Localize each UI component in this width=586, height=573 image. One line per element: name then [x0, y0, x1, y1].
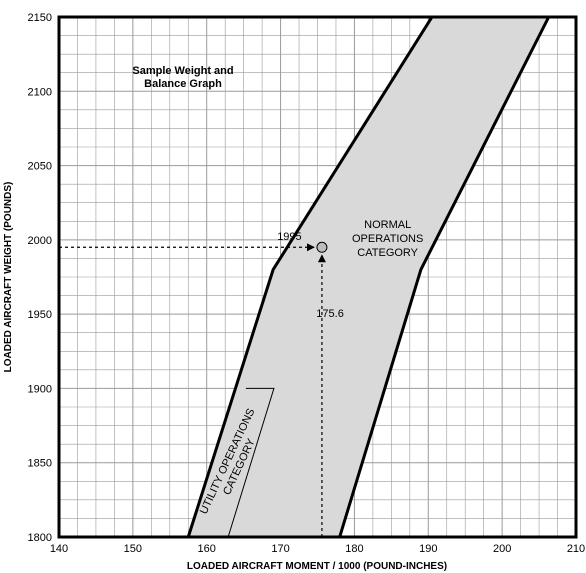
y-tick-label: 2100 [28, 86, 52, 98]
x-axis-label: LOADED AIRCRAFT MOMENT / 1000 (POUND-INC… [187, 561, 447, 572]
y-tick-label: 1800 [28, 532, 52, 544]
y-tick-label: 1900 [28, 383, 52, 395]
chart-title-line-1: Sample Weight and [132, 65, 233, 77]
normal-category-label: OPERATIONS [352, 233, 423, 245]
normal-category-label: NORMAL [364, 219, 411, 231]
y-tick-label: 1850 [28, 458, 52, 470]
x-tick-label: 160 [198, 543, 216, 555]
x-tick-label: 210 [567, 543, 585, 555]
chart-title-line-2: Balance Graph [144, 78, 222, 90]
normal-category-label: CATEGORY [357, 247, 418, 259]
x-tick-label: 140 [50, 543, 68, 555]
x-tick-label: 190 [419, 543, 437, 555]
annotations: 1995 175.6 [59, 231, 344, 537]
y-tick-label: 2050 [28, 161, 52, 173]
plot-frame [57, 15, 578, 539]
annotation-label: 175.6 [316, 308, 344, 320]
x-tick-label: 180 [345, 543, 363, 555]
y-axis-label: LOADED AIRCRAFT WEIGHT (POUNDS) [3, 182, 14, 373]
tick-labels: 140 150 160 170 180 190 200 210 1800 1850 1900 1950… [28, 12, 586, 555]
x-tick-label: 200 [493, 543, 511, 555]
y-tick-label: 2150 [28, 12, 52, 24]
y-tick-label: 2000 [28, 235, 52, 247]
x-tick-label: 150 [124, 543, 142, 555]
loaded-aircraft-point [316, 241, 328, 253]
y-tick-label: 1950 [28, 309, 52, 321]
annotation-label: 1995 [277, 231, 301, 243]
plot-border [57, 15, 578, 539]
x-tick-label: 170 [271, 543, 289, 555]
utility-category-boundary [227, 387, 275, 538]
